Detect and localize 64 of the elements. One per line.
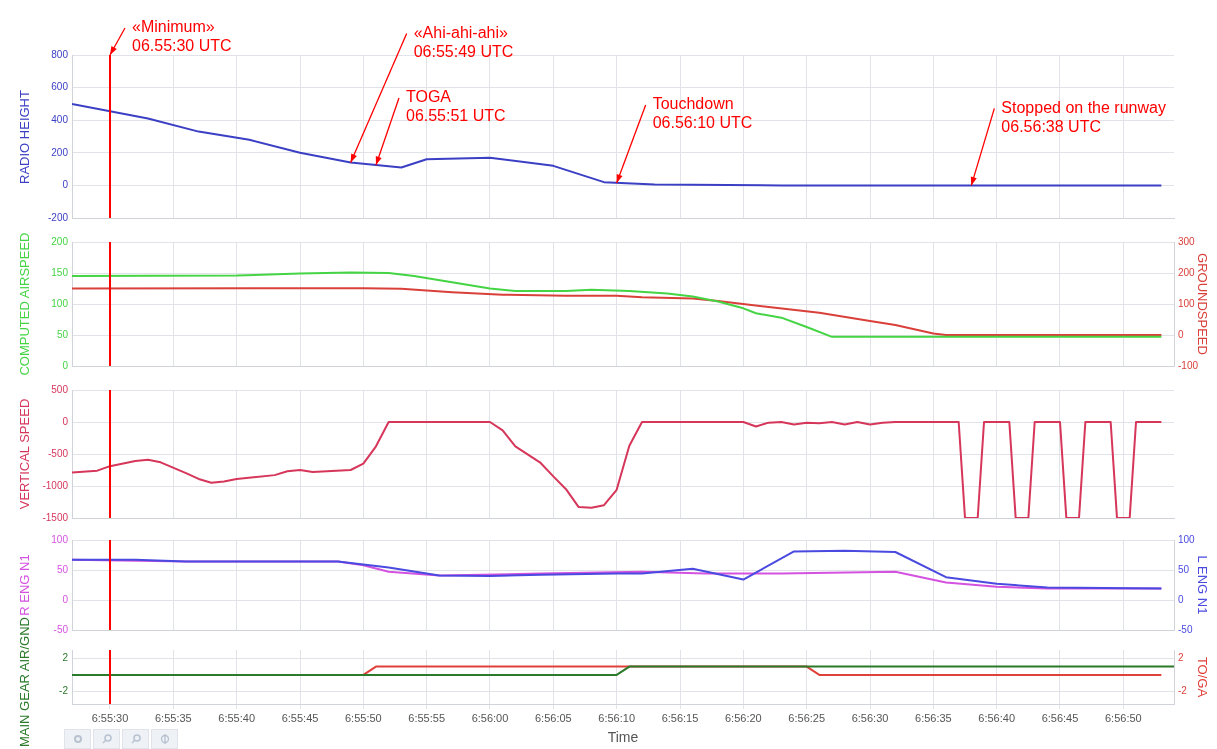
annotation: «Ahi-ahi-ahi» 06:55:49 UTC (413, 23, 514, 60)
x-tick-label: 6:56:10 (598, 711, 636, 724)
y-axis-title: COMPUTED AIRSPEED (16, 232, 32, 376)
y-tick-label: -500 (47, 447, 69, 459)
x-tick-label: 6:55:40 (218, 711, 256, 724)
annotation: TOGA 06.55:51 UTC (405, 88, 506, 125)
x-tick-label: 6:56:15 (661, 711, 699, 724)
x-tick-label: 6:55:45 (281, 711, 319, 724)
y-tick-label: -2 (59, 685, 69, 697)
x-tick-label: 6:56:35 (915, 711, 952, 724)
y-tick-label: 0 (62, 179, 69, 191)
y-axis-title: MAIN GEAR AIR/GND (16, 616, 32, 747)
y-tick-label: 100 (51, 297, 69, 309)
y2-tick-label: 300 (1178, 235, 1196, 247)
y2-tick-label: 0 (1178, 593, 1184, 605)
x-tick-label: 6:55:30 (91, 711, 129, 724)
y-tick-label: 200 (51, 235, 69, 247)
y-tick-label: 500 (51, 383, 69, 395)
y-tick-label: 400 (51, 113, 69, 125)
x-tick-label: 6:56:30 (851, 711, 889, 724)
y-tick-label: 800 (51, 48, 69, 60)
annotation: Touchdown 06.56:10 UTC (652, 95, 753, 132)
x-tick-label: 6:55:50 (344, 711, 382, 724)
x-tick-label: 6:56:40 (978, 711, 1016, 724)
y-tick-label: -50 (53, 623, 69, 635)
y-tick-label: 50 (56, 563, 69, 575)
y2-tick-label: 0 (1178, 328, 1184, 340)
y-tick-label: 50 (56, 328, 69, 340)
x-tick-label: 6:56:25 (788, 711, 826, 724)
x-tick-label: 6:56:45 (1041, 711, 1079, 724)
annotation: «Minimum» 06.55:30 UTC (131, 18, 232, 55)
y-tick-label: -1500 (42, 511, 69, 523)
y-tick-label: 0 (62, 415, 69, 427)
y-tick-label: 0 (62, 359, 69, 371)
y-tick-label: 600 (51, 81, 69, 93)
y2-tick-label: -100 (1178, 359, 1199, 371)
x-tick-label: 6:55:35 (154, 711, 192, 724)
y2-tick-label: -2 (1178, 685, 1188, 697)
y2-tick-label: 200 (1178, 266, 1196, 278)
y2-tick-label: 100 (1178, 297, 1196, 309)
annotation: Stopped on the runway 06.56:38 UTC (1001, 98, 1166, 135)
y-tick-label: 200 (51, 146, 69, 158)
y2-axis-title: L ENG N1 (1194, 555, 1210, 615)
y2-axis-title: TO/GA (1194, 656, 1210, 698)
y-tick-label: -200 (47, 211, 69, 223)
y2-tick-label: 50 (1178, 563, 1190, 575)
y-tick-label: -1000 (42, 479, 69, 491)
y-tick-label: 100 (51, 533, 69, 545)
y-axis-title: RADIO HEIGHT (16, 89, 32, 184)
x-tick-label: 6:56:20 (724, 711, 762, 724)
y2-tick-label: -50 (1178, 623, 1193, 635)
y-tick-label: 2 (62, 652, 69, 664)
y-tick-label: 150 (51, 266, 69, 278)
x-tick-label: 6:56:00 (471, 711, 509, 724)
y-axis-title: R ENG N1 (16, 554, 32, 616)
x-axis-title: Time (607, 729, 639, 746)
y-axis-title: VERTICAL SPEED (16, 398, 32, 510)
x-tick-label: 6:56:05 (534, 711, 572, 724)
x-tick-label: 6:56:50 (1104, 711, 1142, 724)
y2-axis-title: GROUNDSPEED (1194, 253, 1210, 355)
x-tick-label: 6:55:55 (408, 711, 445, 724)
y2-tick-label: 2 (1178, 652, 1184, 664)
y2-tick-label: 100 (1178, 533, 1196, 545)
y-tick-label: 0 (62, 593, 69, 605)
